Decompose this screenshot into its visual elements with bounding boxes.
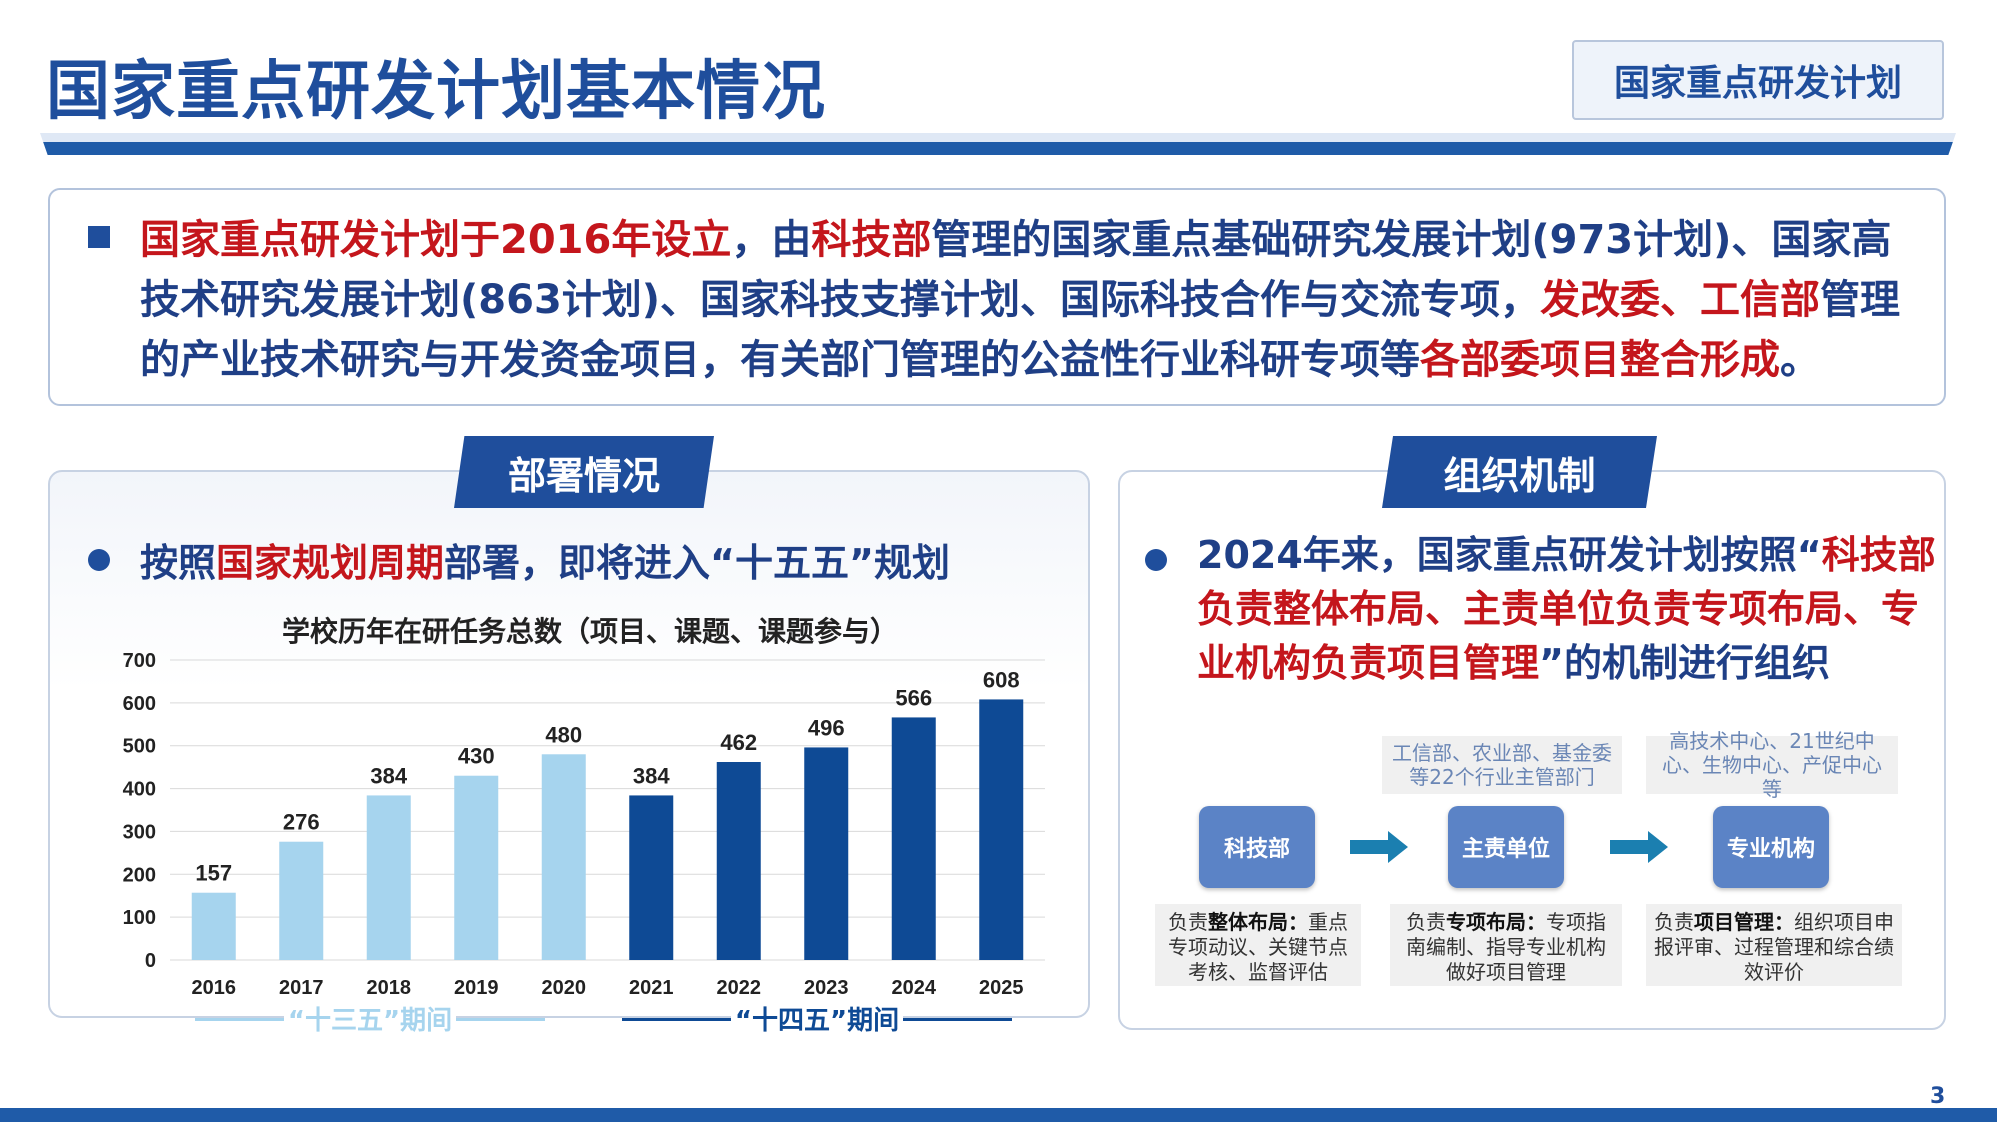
y-tick-label: 600: [123, 693, 156, 715]
intro-highlight-1: 国家重点研发计划于2016年设立: [140, 217, 732, 263]
x-tick-label: 2022: [717, 977, 762, 999]
period-text-14th: “十四五”期间: [622, 1000, 1012, 1037]
data-label: 480: [545, 722, 582, 747]
desc-lead-unit: 负责专项布局：专项指南编制、指导专业机构做好项目管理: [1390, 904, 1622, 986]
node-lead-unit: 主责单位: [1448, 806, 1564, 888]
mechanism-bullet-highlight: 科技部负责整体布局、主责单位负责专项布局、专业机构负责项目管理: [1197, 533, 1936, 685]
y-tick-label: 500: [123, 736, 156, 758]
period-label-13th: “十三五”期间: [195, 1000, 545, 1036]
desc-agency-key: 项目管理：: [1694, 910, 1794, 934]
deployment-bullet-part-3: 部署，即将进入“十五五”规划: [444, 541, 950, 585]
bullet-dot-icon: [88, 549, 110, 571]
footer-band: [0, 1108, 1997, 1122]
intro-box: [48, 188, 1946, 406]
deployment-bullet: 按照国家规划周期部署，即将进入“十五五”规划: [140, 532, 950, 587]
desc-agency-prefix: 负责: [1654, 910, 1694, 934]
y-tick-label: 200: [123, 864, 156, 886]
desc-ministry-prefix: 负责: [1168, 910, 1208, 934]
intro-segment-8: 。: [1780, 337, 1820, 383]
data-label: 384: [370, 763, 407, 788]
data-label: 384: [633, 763, 670, 788]
intro-segment-2: ，由: [731, 217, 812, 263]
bar: [716, 762, 761, 960]
period-text-13th: “十三五”期间: [195, 1000, 545, 1037]
page-number: 3: [1930, 1084, 1946, 1109]
period-text-13th-value: “十三五”期间: [283, 1006, 457, 1036]
arrow-right-icon: [1350, 831, 1408, 863]
arrow-right-icon: [1610, 831, 1668, 863]
desc-ministry: 负责整体布局：重点专项动议、关键节点考核、监督评估: [1155, 904, 1361, 986]
period-text-14th-value: “十四五”期间: [730, 1006, 904, 1036]
bar: [629, 795, 674, 960]
node-ministry-of-science: 科技部: [1199, 806, 1315, 888]
bar: [279, 841, 324, 960]
desc-agency: 负责项目管理：组织项目申报评审、过程管理和综合绩效评价: [1646, 904, 1902, 986]
intro-text: 国家重点研发计划于2016年设立，由科技部管理的国家重点基础研究发展计划(973…: [140, 210, 1920, 390]
y-tick-label: 100: [123, 907, 156, 929]
bar: [891, 717, 936, 960]
data-label: 566: [895, 685, 932, 710]
desc-lead-unit-detail: 专项指南编制、指导专业机构做好项目管理: [1406, 910, 1606, 984]
x-tick-label: 2019: [454, 977, 499, 999]
x-tick-label: 2018: [367, 977, 412, 999]
square-bullet-icon: [88, 226, 110, 248]
desc-ministry-key: 整体布局：: [1208, 910, 1308, 934]
bar: [191, 892, 236, 960]
intro-highlight-2: 科技部: [811, 217, 932, 263]
bar: [366, 795, 411, 960]
x-tick-label: 2025: [979, 977, 1024, 999]
bar: [541, 754, 586, 960]
intro-segment-6: 管理的产业技术研究与开发资金项目，有关部门管理的公益性行业科研专项等: [140, 277, 1901, 383]
ministries-note: 工信部、农业部、基金委等22个行业主管部门: [1382, 736, 1622, 794]
desc-lead-unit-key: 专项布局：: [1446, 910, 1546, 934]
x-tick-label: 2020: [542, 977, 587, 999]
bar-chart: 0 100 200 300 400 500 600 700 157 2016 276 2017 384 2…: [123, 650, 1045, 999]
y-tick-label: 700: [123, 650, 156, 672]
header-divider: [40, 133, 1956, 155]
data-label: 157: [195, 861, 232, 886]
chart-title: 学校历年在研任务总数（项目、课题、课题参与）: [281, 615, 898, 648]
deployment-bullet-highlight: 国家规划周期: [216, 541, 445, 585]
intro-segment-4: 管理的国家重点基础研究发展计划(973计划)、国家高技术研究发展计划(863计划…: [140, 217, 1892, 323]
bar: [454, 775, 499, 960]
bar: [804, 747, 849, 960]
intro-highlight-3: 发改委、工信部: [1540, 277, 1821, 323]
deployment-tab: 部署情况: [454, 436, 714, 508]
period-label-14th: “十四五”期间: [622, 1000, 1012, 1036]
bullet-dot-icon: [1145, 549, 1167, 571]
data-label: 276: [283, 810, 320, 835]
node-professional-agency: 专业机构: [1713, 806, 1829, 888]
desc-ministry-detail: 重点专项动议、关键节点考核、监督评估: [1168, 910, 1348, 984]
x-tick-label: 2021: [629, 977, 674, 999]
data-label: 608: [983, 667, 1020, 692]
page-title: 国家重点研发计划基本情况: [46, 55, 826, 129]
x-tick-label: 2016: [192, 977, 237, 999]
agencies-note: 高技术中心、21世纪中心、生物中心、产促中心等: [1646, 729, 1898, 801]
deployment-bullet-part-1: 按照: [140, 541, 217, 585]
y-tick-label: 0: [145, 950, 156, 972]
x-tick-label: 2017: [279, 977, 324, 999]
data-label: 430: [458, 744, 495, 769]
bar: [979, 699, 1024, 960]
mechanism-tab: 组织机制: [1382, 436, 1657, 508]
mechanism-bullet-part-3: ”的机制进行组织: [1539, 641, 1830, 685]
desc-agency-detail: 组织项目申报评审、过程管理和综合绩效评价: [1654, 910, 1894, 984]
x-tick-label: 2023: [804, 977, 849, 999]
mechanism-bullet: 2024年来，国家重点研发计划按照“科技部负责整体布局、主责单位负责专项布局、专…: [1197, 528, 1937, 690]
y-tick-label: 400: [123, 779, 156, 801]
x-tick-label: 2024: [892, 977, 937, 999]
desc-lead-unit-prefix: 负责: [1406, 910, 1446, 934]
mechanism-bullet-part-1: 2024年来，国家重点研发计划按照“: [1197, 533, 1822, 577]
data-label: 462: [720, 730, 757, 755]
y-tick-label: 300: [123, 821, 156, 843]
header-tag: 国家重点研发计划: [1572, 40, 1944, 120]
data-label: 496: [808, 715, 845, 740]
intro-highlight-4: 各部委项目整合形成: [1420, 337, 1780, 383]
